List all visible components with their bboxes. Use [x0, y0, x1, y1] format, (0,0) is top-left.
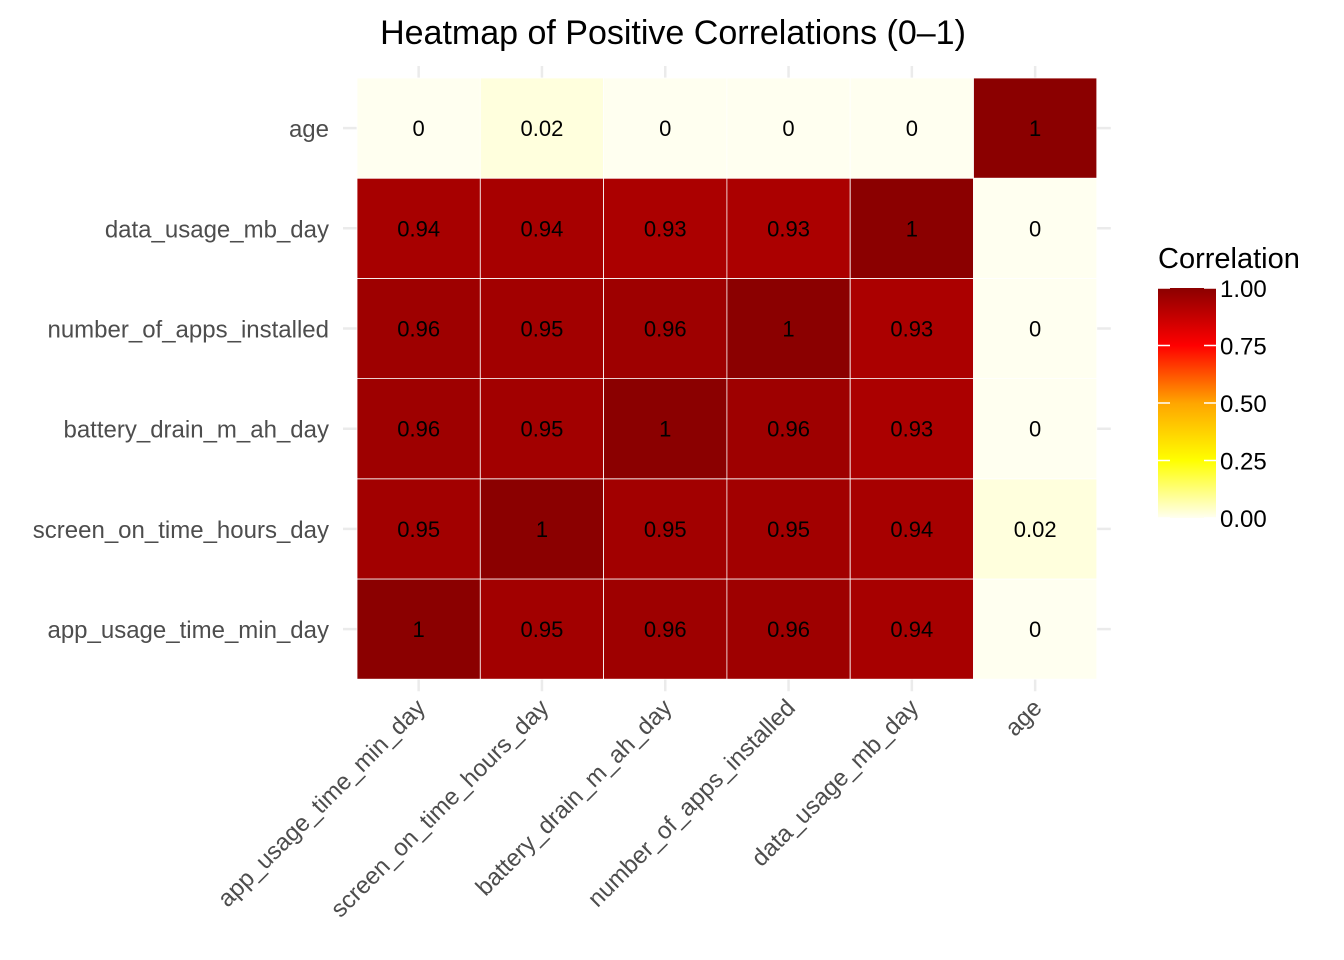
x-tick-label: age	[1000, 694, 1047, 741]
cell-value-label: 1	[782, 317, 794, 342]
cell-value-label: 0.02	[1014, 517, 1057, 542]
heatmap-cell	[849, 177, 974, 279]
x-tick-label: screen_on_time_hours_day	[326, 694, 555, 923]
heatmap-cell	[849, 578, 974, 680]
cell-value-label: 0.93	[767, 216, 810, 241]
heatmap-cell	[973, 177, 1098, 279]
heatmap-cell	[973, 478, 1098, 580]
cell-value-label: 0.93	[890, 317, 933, 342]
y-tick-label: age	[289, 116, 329, 143]
heatmap-cell	[849, 77, 974, 179]
x-tick-label: app_usage_time_min_day	[213, 694, 431, 912]
cell-value-label: 1	[659, 417, 671, 442]
heatmap-cell	[479, 177, 604, 279]
heatmap-cell	[356, 378, 481, 480]
heatmap-cell	[726, 378, 851, 480]
cell-value-label: 0.94	[521, 216, 564, 241]
heatmap-cell	[726, 277, 851, 379]
cell-value-label: 0.96	[644, 617, 687, 642]
cell-value-label: 0.96	[644, 317, 687, 342]
cell-value-label: 0	[1029, 617, 1041, 642]
cell-value-label: 0.93	[644, 216, 687, 241]
heatmap-cell	[356, 578, 481, 680]
heatmap-cell	[479, 77, 604, 179]
cell-value-label: 0.02	[521, 116, 564, 141]
heatmap-cell	[849, 478, 974, 580]
heatmap-cell	[356, 77, 481, 179]
cell-value-label: 0.96	[397, 317, 440, 342]
heatmap-cell-labels: 1 0.95 0.96 0.96 0.94 0 0.95 1 0.95 0.95 0.94 0.02 0…	[397, 116, 1056, 642]
heatmap-cell	[479, 378, 604, 480]
heatmap-cell	[726, 478, 851, 580]
cell-value-label: 0	[906, 116, 918, 141]
legend-ticks: 1.00 0.75 0.50 0.25 0.00	[1158, 276, 1267, 533]
heatmap-cell	[603, 77, 728, 179]
cell-value-label: 0	[1029, 216, 1041, 241]
cell-value-label: 1	[413, 617, 425, 642]
heatmap-cell	[479, 277, 604, 379]
heatmap-cell	[356, 478, 481, 580]
cell-value-label: 0	[1029, 317, 1041, 342]
heatmap-cell	[603, 277, 728, 379]
cell-value-label: 1	[536, 517, 548, 542]
cell-value-label: 0.96	[767, 417, 810, 442]
legend-tick-label: 0.00	[1220, 506, 1267, 533]
cell-value-label: 0.96	[397, 417, 440, 442]
y-tick-label: data_usage_mb_day	[105, 216, 329, 243]
heatmap-cell	[849, 277, 974, 379]
cell-value-label: 1	[906, 216, 918, 241]
x-axis: app_usage_time_min_dayscreen_on_time_hou…	[213, 694, 1048, 923]
cell-value-label: 0.94	[890, 517, 933, 542]
cell-value-label: 0.95	[644, 517, 687, 542]
cell-value-label: 0.95	[397, 517, 440, 542]
cell-value-label: 0.94	[890, 617, 933, 642]
heatmap-cell	[973, 378, 1098, 480]
cell-value-label: 1	[1029, 116, 1041, 141]
cell-value-label: 0.95	[521, 317, 564, 342]
cell-value-label: 0	[1029, 417, 1041, 442]
heatmap-cell	[849, 378, 974, 480]
cell-value-label: 0.95	[521, 417, 564, 442]
cell-value-label: 0.95	[767, 517, 810, 542]
cell-value-label: 0	[782, 116, 794, 141]
x-tick-label: number_of_apps_installed	[583, 694, 801, 912]
heatmap-cell	[973, 277, 1098, 379]
legend: Correlation 1.00 0.75 0.50 0.25 0.00	[1158, 243, 1300, 533]
heatmap-cell	[479, 578, 604, 680]
heatmap-cell	[603, 378, 728, 480]
cell-value-label: 0.95	[521, 617, 564, 642]
heatmap-cell	[356, 277, 481, 379]
legend-tick-label: 0.25	[1220, 449, 1267, 476]
cell-value-label: 0	[413, 116, 425, 141]
cell-value-label: 0.96	[767, 617, 810, 642]
cell-value-label: 0.93	[890, 417, 933, 442]
chart-title: Heatmap of Positive Correlations (0–1)	[380, 14, 966, 52]
x-tick-label: battery_drain_m_ah_day	[471, 694, 678, 901]
y-tick-label: battery_drain_m_ah_day	[63, 417, 329, 444]
y-tick-label: screen_on_time_hours_day	[33, 517, 329, 544]
heatmap-cell	[479, 478, 604, 580]
legend-title: Correlation	[1158, 243, 1300, 275]
y-axis: app_usage_time_min_day screen_on_time_hou…	[33, 116, 329, 644]
heatmap-cell	[603, 177, 728, 279]
legend-tick-label: 0.50	[1220, 391, 1267, 418]
heatmap-cells	[356, 77, 1098, 680]
legend-tick-label: 0.75	[1220, 334, 1267, 361]
heatmap-cell	[973, 578, 1098, 680]
y-tick-label: number_of_apps_installed	[47, 317, 329, 344]
cell-value-label: 0.94	[397, 216, 440, 241]
y-tick-label: app_usage_time_min_day	[47, 617, 329, 644]
heatmap-cell	[973, 77, 1098, 179]
legend-tick-label: 1.00	[1220, 276, 1267, 303]
cell-value-label: 0	[659, 116, 671, 141]
